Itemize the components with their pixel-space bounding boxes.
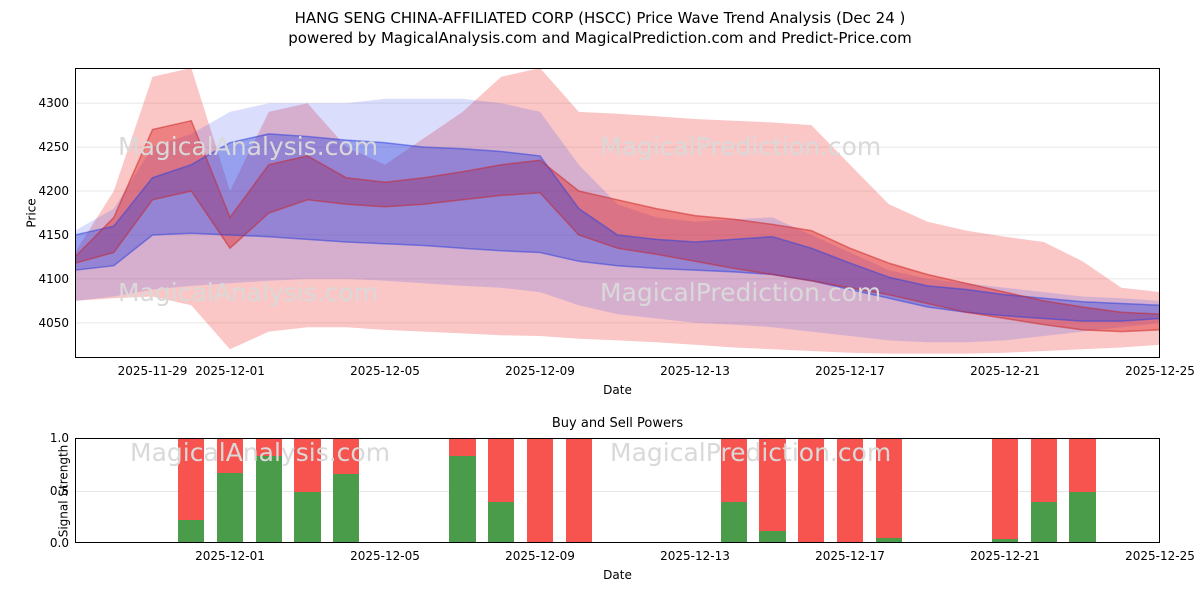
buy-power-bar xyxy=(333,473,360,543)
price-y-tick: 4150 xyxy=(38,227,69,242)
buy-power-bar xyxy=(1030,502,1057,543)
buy-power-bar xyxy=(759,531,786,543)
price-x-tick: 2025-12-09 xyxy=(505,364,575,378)
sell-power-bar xyxy=(294,438,321,492)
buy-sell-title: Buy and Sell Powers xyxy=(551,416,684,431)
buy-power-bar xyxy=(488,502,515,543)
sell-power-bar xyxy=(991,438,1019,539)
buy-sell-plot-frame xyxy=(75,438,1160,543)
price-x-tick: 2025-12-21 xyxy=(970,364,1040,378)
sell-power-bar xyxy=(526,438,554,543)
price-y-tick: 4050 xyxy=(38,315,69,330)
price-y-tick: 4100 xyxy=(38,271,69,286)
signal-x-tick: 2025-12-13 xyxy=(660,549,730,563)
buy-power-bar xyxy=(178,519,205,543)
signal-x-axis-label: Date xyxy=(603,568,632,582)
sell-power-bar xyxy=(216,438,244,473)
price-y-axis-label: Price xyxy=(24,198,39,228)
sell-power-bar xyxy=(565,438,592,543)
buy-power-bar xyxy=(255,455,282,543)
buy-sell-powers-chart: Buy and Sell Powers 0.0 0.5 1.0 2025-12-01 2… xyxy=(50,416,1195,582)
signal-x-tick: 2025-12-09 xyxy=(505,549,575,563)
buy-sell-plot-area xyxy=(75,438,1160,543)
price-wave-chart: 4050 4100 4150 4200 4250 4300 2025-11-29 2025-1… xyxy=(25,68,1195,397)
price-plot-frame xyxy=(75,68,1160,358)
sell-power-bar xyxy=(255,438,282,456)
price-x-tick: 2025-12-17 xyxy=(815,364,885,378)
price-x-tick: 2025-12-05 xyxy=(350,364,420,378)
title-line-1: HANG SENG CHINA-AFFILIATED CORP (HSCC) P… xyxy=(294,9,906,27)
buy-power-bar xyxy=(216,472,244,543)
signal-x-tick: 2025-12-21 xyxy=(970,549,1040,563)
signal-x-tick: 2025-12-01 xyxy=(195,549,265,563)
price-plot-area xyxy=(75,68,1160,358)
price-x-tick: 2025-11-29 xyxy=(117,364,188,378)
buy-power-bar xyxy=(294,491,321,543)
buy-power-bar xyxy=(720,502,747,543)
price-wave-svg xyxy=(75,68,1160,354)
signal-y-tick: 0.5 xyxy=(49,483,69,498)
signal-y-tick: 0.0 xyxy=(49,536,69,550)
price-y-tick: 4300 xyxy=(38,96,69,111)
sell-power-bar xyxy=(875,438,902,538)
page-title: HANG SENG CHINA-AFFILIATED CORP (HSCC) P… xyxy=(0,8,1200,48)
sell-power-bar xyxy=(720,438,747,503)
price-y-tick: 4250 xyxy=(38,140,69,155)
price-x-tick: 2025-12-13 xyxy=(660,364,730,378)
sell-power-bar xyxy=(836,438,864,543)
sell-power-bar xyxy=(798,438,825,543)
signal-x-tick: 2025-12-05 xyxy=(350,549,420,563)
sell-power-bar xyxy=(759,438,786,532)
title-line-2: powered by MagicalAnalysis.com and Magic… xyxy=(288,29,912,47)
price-x-tick: 2025-12-25 xyxy=(1125,364,1195,378)
price-x-tick: 2025-12-01 xyxy=(195,364,265,378)
signal-gridline xyxy=(75,490,1160,492)
price-x-axis-label: Date xyxy=(603,383,632,397)
price-y-tick: 4200 xyxy=(38,184,69,199)
sell-power-bar xyxy=(333,438,360,474)
signal-x-tick: 2025-12-25 xyxy=(1125,549,1195,563)
signal-y-tick: 1.0 xyxy=(49,431,69,445)
buy-power-bar xyxy=(991,538,1019,543)
signal-y-axis-label: Signal Strength xyxy=(56,444,71,537)
sell-power-bar xyxy=(178,438,205,520)
signal-x-tick: 2025-12-17 xyxy=(815,549,885,563)
sell-power-bar xyxy=(449,438,476,456)
sell-power-bar xyxy=(1069,438,1096,492)
buy-power-bar xyxy=(1069,491,1096,543)
sell-power-bar xyxy=(1030,438,1057,503)
buy-power-bar xyxy=(875,537,902,543)
buy-power-bar xyxy=(449,455,476,543)
sell-power-bar xyxy=(488,438,515,503)
